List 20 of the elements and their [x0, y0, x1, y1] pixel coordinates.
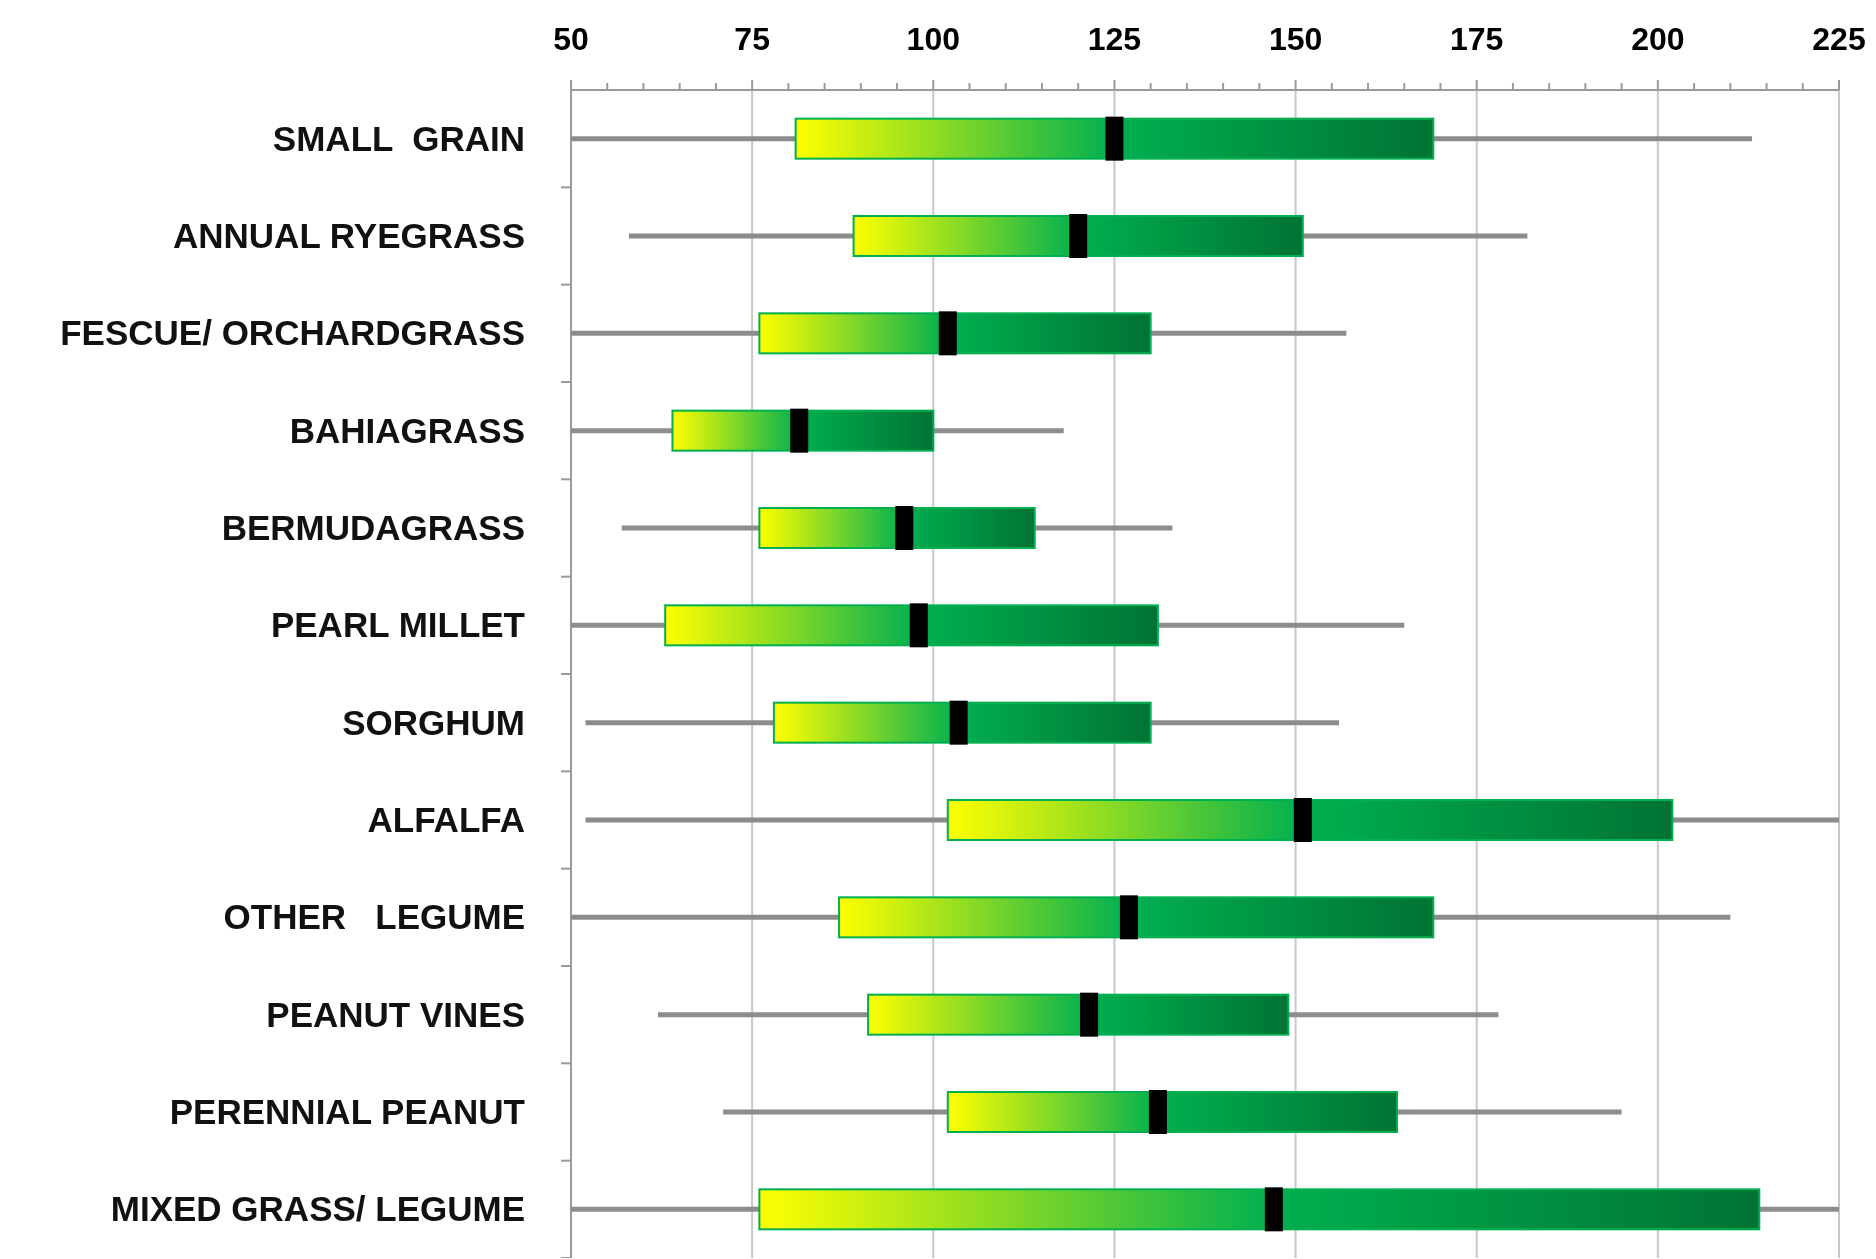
x-tick-label: 75 — [734, 21, 770, 57]
y-tick-label: OTHER LEGUME — [223, 897, 525, 937]
x-tick-label: 100 — [906, 21, 960, 57]
x-tick-label: 175 — [1450, 21, 1504, 57]
x-tick-label: 50 — [553, 21, 589, 57]
y-tick-label: BERMUDAGRASS — [221, 508, 525, 547]
y-tick-label: FESCUE/ ORCHARDGRASS — [60, 313, 525, 353]
y-tick-label: MIXED GRASS/ LEGUME — [110, 1189, 525, 1229]
x-tick-label: 125 — [1087, 21, 1142, 57]
y-tick-label: ANNUAL RYEGRASS — [173, 216, 525, 255]
y-tick-label: PERENNIAL PEANUT — [169, 1092, 525, 1131]
y-tick-label: ALFALFA — [367, 800, 525, 839]
y-tick-label: SORGHUM — [342, 702, 525, 742]
x-tick-label: 200 — [1631, 21, 1685, 57]
y-tick-label: PEARL MILLET — [270, 605, 525, 645]
y-tick-label: SMALL GRAIN — [272, 118, 525, 158]
y-tick-label: BAHIAGRASS — [289, 410, 525, 450]
x-tick-label: 225 — [1812, 21, 1866, 57]
y-tick-label: PEANUT VINES — [266, 994, 525, 1034]
x-tick-label: 150 — [1268, 21, 1323, 57]
